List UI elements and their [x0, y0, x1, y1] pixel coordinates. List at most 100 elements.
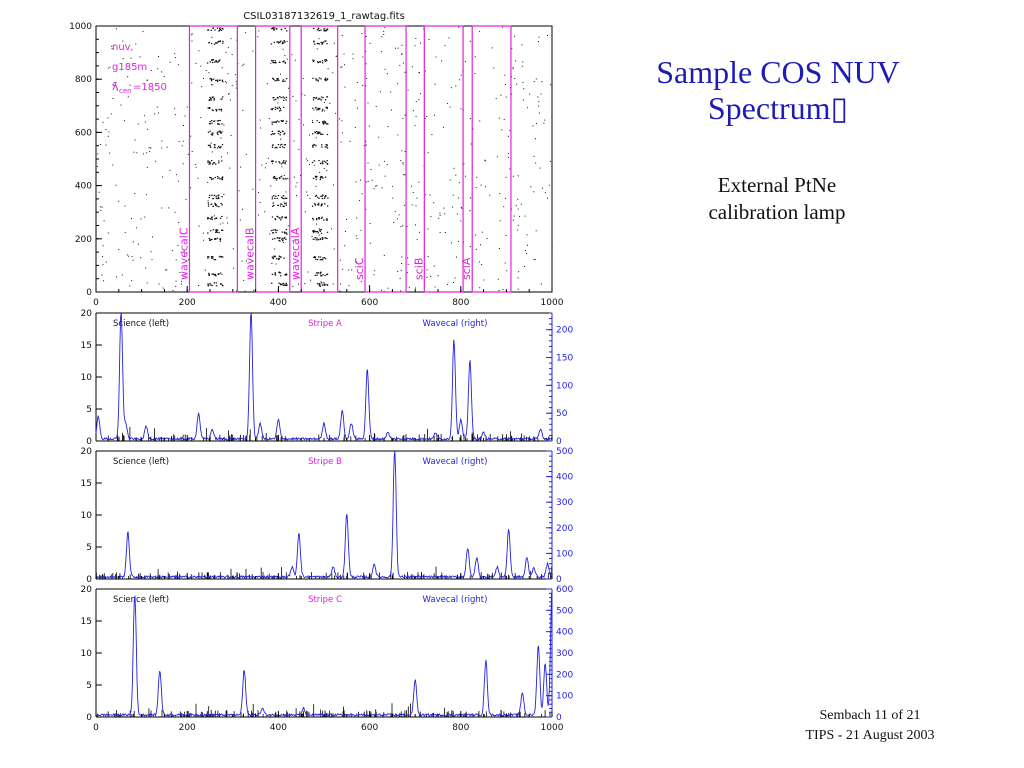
x-tick-label: 0 — [93, 723, 99, 733]
bright-dot — [219, 131, 221, 133]
background-dot — [222, 222, 224, 224]
background-dot — [183, 125, 184, 126]
bright-dot — [274, 106, 277, 108]
background-dot — [435, 56, 437, 58]
background-dot — [522, 99, 524, 101]
bright-dot — [278, 61, 281, 63]
bright-dot — [214, 259, 217, 261]
background-dot — [329, 102, 331, 104]
background-dot — [345, 230, 346, 232]
bright-dot — [273, 78, 275, 80]
background-dot — [287, 87, 289, 89]
background-dot — [481, 231, 483, 233]
bright-dot — [322, 274, 324, 276]
bright-dot — [277, 204, 279, 206]
region-label: sciA — [460, 257, 473, 280]
bright-dot — [280, 144, 282, 146]
background-dot — [323, 167, 325, 169]
y-tick-label: 20 — [81, 447, 93, 457]
bright-dot — [326, 43, 328, 45]
bright-dot — [216, 27, 219, 29]
background-dot — [402, 62, 404, 64]
background-dot — [235, 87, 237, 89]
background-dot — [197, 177, 199, 179]
slide-subtitle-line1: External PtNe — [717, 173, 837, 197]
background-dot — [101, 274, 103, 276]
bright-dot — [281, 197, 283, 199]
bright-dot — [215, 204, 217, 206]
x-tick-label: 800 — [452, 298, 469, 308]
bright-dot — [215, 204, 217, 206]
background-dot — [154, 113, 156, 115]
bright-dot — [313, 43, 316, 45]
bright-dot — [218, 206, 220, 208]
bright-dot — [317, 217, 320, 219]
region-label: sciB — [412, 258, 425, 280]
background-dot — [281, 166, 283, 168]
background-dot — [414, 45, 416, 47]
background-dot — [429, 194, 431, 196]
bright-dot — [207, 131, 210, 133]
bright-dot — [278, 79, 280, 81]
background-dot — [227, 222, 229, 224]
bright-dot — [321, 110, 323, 112]
bright-dot — [209, 145, 211, 147]
bright-dot — [278, 130, 280, 132]
background-dot — [270, 62, 272, 64]
background-dot — [459, 79, 461, 81]
bright-dot — [208, 256, 210, 258]
background-dot — [175, 280, 177, 282]
bright-dot — [322, 133, 324, 135]
background-dot — [304, 283, 306, 285]
background-dot — [341, 120, 343, 122]
bright-dot — [318, 217, 320, 219]
background-dot — [491, 47, 493, 49]
background-dot — [517, 277, 519, 279]
y2-tick-label: 300 — [556, 498, 573, 508]
bright-dot — [220, 132, 222, 134]
bright-dot — [215, 231, 218, 233]
bright-dot — [286, 197, 288, 199]
background-dot — [434, 83, 436, 85]
bright-dot — [282, 61, 284, 63]
bright-dot — [274, 108, 277, 110]
background-dot — [319, 171, 321, 173]
background-dot — [368, 285, 370, 287]
background-dot — [148, 147, 150, 148]
slide-title: Sample COS NUV Spectrum▯ — [612, 54, 944, 126]
bright-dot — [280, 176, 282, 178]
bright-dot — [279, 205, 282, 207]
background-dot — [365, 50, 367, 52]
bright-dot — [322, 120, 324, 122]
bright-dot — [281, 237, 283, 239]
background-dot — [280, 73, 281, 75]
background-dot — [484, 186, 486, 188]
background-dot — [446, 283, 448, 285]
bright-dot — [314, 107, 317, 109]
background-dot — [298, 277, 300, 279]
bright-dot — [215, 285, 218, 287]
bright-dot — [216, 230, 218, 232]
bright-dot — [282, 41, 284, 43]
background-dot — [240, 166, 242, 168]
bright-dot — [275, 161, 277, 163]
background-dot — [509, 168, 511, 170]
bright-dot — [318, 97, 320, 99]
background-dot — [195, 166, 197, 168]
bright-dot — [326, 219, 328, 221]
background-dot — [212, 84, 214, 86]
bright-dot — [318, 218, 320, 220]
bright-dot — [277, 130, 279, 132]
footer-line2: TIPS - 21 August 2003 — [805, 728, 935, 743]
bright-dot — [324, 40, 326, 42]
bright-dot — [274, 197, 276, 199]
background-dot — [225, 51, 227, 53]
background-dot — [139, 56, 141, 58]
y-tick-label: 400 — [75, 182, 92, 192]
bright-dot — [280, 120, 282, 122]
background-dot — [507, 156, 509, 158]
bright-dot — [313, 27, 315, 29]
x-tick-label: 1000 — [541, 723, 564, 733]
background-dot — [414, 125, 416, 127]
bright-dot — [315, 78, 317, 80]
